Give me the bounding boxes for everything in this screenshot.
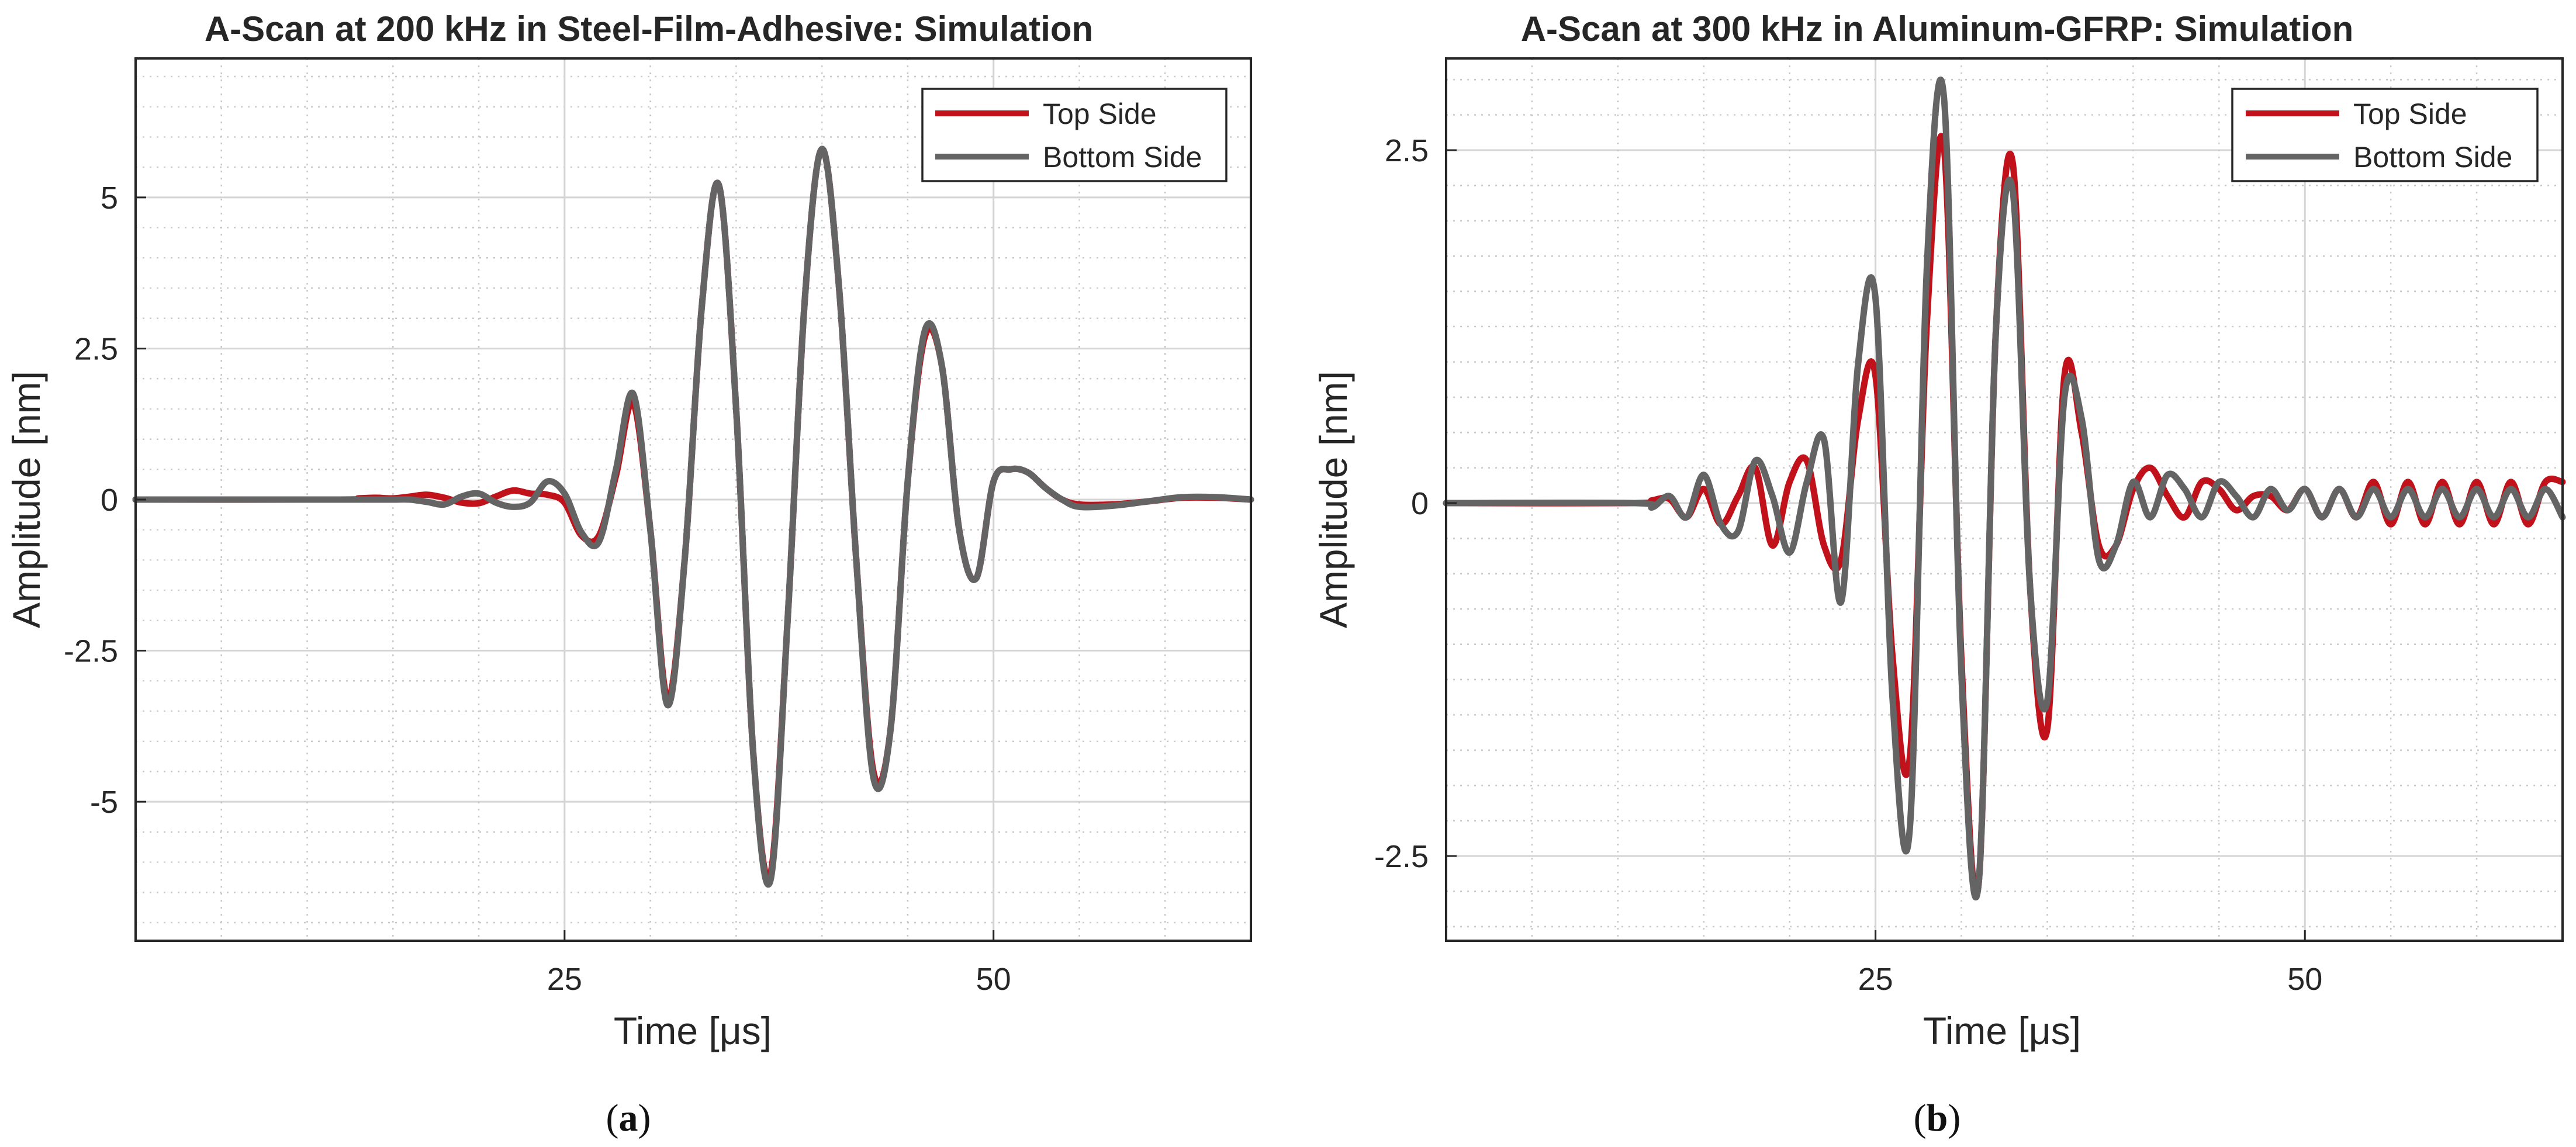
- series-line-bottom-side: [1443, 77, 2566, 901]
- chart-b: A-Scan at 300 kHz in Aluminum-GFRP: Simu…: [1312, 9, 2566, 1139]
- y-tick-label: 2.5: [74, 331, 118, 366]
- panel-caption: (a): [606, 1097, 651, 1139]
- series-group: [1443, 77, 2566, 901]
- x-axis-label: Time [μs]: [1923, 1009, 2081, 1052]
- y-tick-label: 5: [101, 181, 118, 216]
- y-tick-label: -5: [90, 785, 118, 820]
- y-tick-label: 2.5: [1385, 133, 1429, 168]
- y-axis-label: Amplitude [nm]: [5, 371, 48, 628]
- y-tick-label: 0: [101, 483, 118, 518]
- x-tick-label: 50: [976, 962, 1011, 997]
- axes-box: [1445, 57, 2564, 942]
- x-tick-label: 25: [547, 962, 582, 997]
- series-line-bottom-side: [132, 145, 1254, 888]
- series-group: [132, 145, 1254, 888]
- legend-box: [2231, 88, 2539, 182]
- x-axis-label: Time [μs]: [614, 1009, 772, 1052]
- y-ticks: 5 2.5 0 -2.5 -5: [64, 181, 146, 820]
- legend-label-bottom-side: Bottom Side: [2353, 141, 2512, 174]
- y-tick-label: -2.5: [64, 634, 118, 669]
- legend-box: [921, 88, 1228, 182]
- chart-a: A-Scan at 200 kHz in Steel-Film-Adhesive…: [5, 9, 1254, 1139]
- y-tick-label: -2.5: [1374, 839, 1429, 874]
- panel-caption-label: b: [1927, 1097, 1948, 1139]
- legend: Top Side Bottom Side: [921, 88, 1228, 182]
- chart-title: A-Scan at 200 kHz in Steel-Film-Adhesive…: [205, 9, 1093, 48]
- panel-a: A-Scan at 200 kHz in Steel-Film-Adhesive…: [5, 9, 1254, 1139]
- x-ticks: 25 50: [547, 930, 1011, 997]
- legend-label-top-side: Top Side: [1043, 98, 1157, 130]
- x-ticks: 25 50: [1858, 930, 2322, 997]
- panel-caption: (b): [1914, 1097, 1961, 1139]
- legend-label-bottom-side: Bottom Side: [1043, 141, 1202, 174]
- panel-b: A-Scan at 300 kHz in Aluminum-GFRP: Simu…: [1288, 0, 2576, 1147]
- x-tick-label: 25: [1858, 962, 1893, 997]
- legend-label-top-side: Top Side: [2353, 98, 2467, 130]
- x-tick-label: 50: [2287, 962, 2322, 997]
- legend: Top Side Bottom Side: [2231, 88, 2539, 182]
- y-axis-label: Amplitude [nm]: [1312, 371, 1355, 628]
- y-ticks: 2.5 0 -2.5: [1374, 133, 1457, 874]
- y-tick-label: 0: [1411, 486, 1429, 521]
- chart-title: A-Scan at 300 kHz in Aluminum-GFRP: Simu…: [1521, 9, 2354, 48]
- panel-caption-label: a: [619, 1097, 638, 1139]
